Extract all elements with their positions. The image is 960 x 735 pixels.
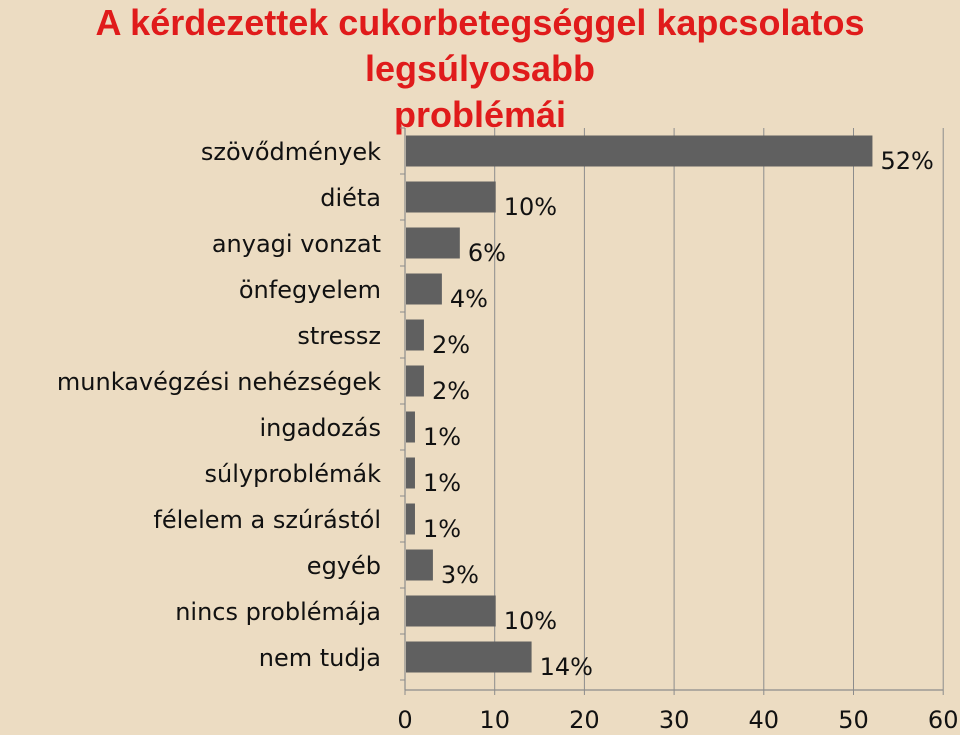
bar (406, 227, 460, 259)
category-label: súlyproblémák (205, 460, 382, 488)
category-label: szövődmények (201, 138, 381, 166)
category-label: önfegyelem (239, 276, 381, 304)
category-label: anyagi vonzat (212, 230, 381, 258)
bar (406, 273, 442, 305)
data-label: 14% (540, 653, 593, 681)
x-tick-label: 0 (397, 706, 412, 734)
data-label: 4% (450, 285, 488, 313)
bar (406, 135, 873, 167)
x-tick-label: 40 (749, 706, 780, 734)
x-tick-label: 30 (659, 706, 690, 734)
category-label: munkavégzési nehézségek (57, 368, 381, 396)
data-label: 52% (880, 147, 933, 175)
bar (406, 411, 415, 443)
category-label: egyéb (307, 552, 381, 580)
x-tick-label: 10 (479, 706, 510, 734)
data-label: 6% (468, 239, 506, 267)
bar (406, 549, 433, 581)
bar (406, 503, 415, 535)
x-tick-label: 50 (838, 706, 869, 734)
category-label: diéta (320, 184, 381, 212)
category-label: stressz (297, 322, 381, 350)
data-label: 3% (441, 561, 479, 589)
bar (406, 641, 532, 673)
category-label: nincs problémája (175, 598, 381, 626)
chart-title-line-1: A kérdezettek cukorbetegséggel kapcsolat… (95, 2, 865, 89)
category-label: ingadozás (259, 414, 381, 442)
chart-title-line-2: problémái (393, 94, 567, 135)
category-label: nem tudja (259, 644, 381, 672)
data-label: 10% (504, 193, 557, 221)
bar (406, 181, 496, 213)
data-label: 10% (504, 607, 557, 635)
x-tick-label: 20 (569, 706, 600, 734)
bar (406, 319, 424, 351)
bar (406, 457, 415, 489)
bar (406, 595, 496, 627)
data-label: 2% (432, 331, 470, 359)
category-label: félelem a szúrástól (153, 506, 381, 534)
x-tick-label: 60 (928, 706, 959, 734)
bar (406, 365, 424, 397)
data-label: 1% (423, 469, 461, 497)
data-label: 1% (423, 423, 461, 451)
chart-title: A kérdezettek cukorbetegséggel kapcsolat… (0, 0, 960, 138)
data-label: 1% (423, 515, 461, 543)
data-label: 2% (432, 377, 470, 405)
